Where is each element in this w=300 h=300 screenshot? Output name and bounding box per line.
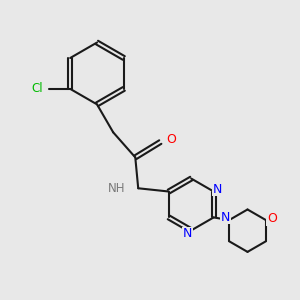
Text: NH: NH bbox=[108, 182, 126, 195]
Text: N: N bbox=[212, 183, 222, 196]
Text: N: N bbox=[221, 211, 230, 224]
Text: O: O bbox=[267, 212, 277, 225]
Text: N: N bbox=[183, 227, 192, 240]
Text: Cl: Cl bbox=[31, 82, 43, 95]
Text: O: O bbox=[166, 133, 176, 146]
